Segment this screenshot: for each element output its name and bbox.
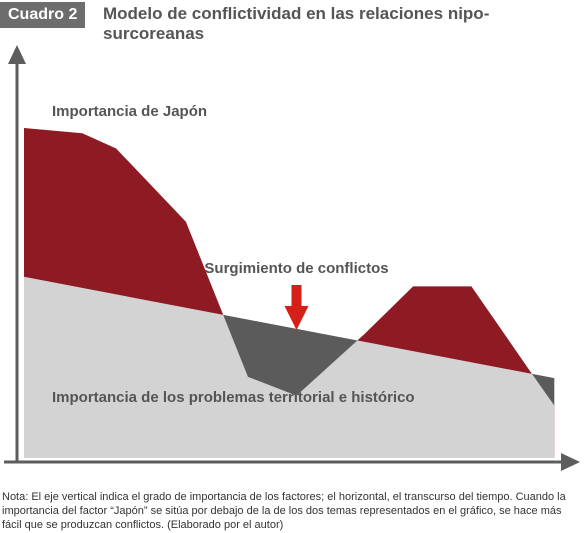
annotation-conflict-label: Surgimiento de conflictos bbox=[204, 260, 388, 277]
conflict-area bbox=[223, 314, 358, 396]
chart-note: Nota: El eje vertical indica el grado de… bbox=[2, 491, 566, 531]
y-axis-arrow bbox=[8, 45, 26, 64]
chart-svg: Importancia de Japón Importancia de los p… bbox=[4, 45, 580, 471]
conflict-arrow-icon bbox=[284, 285, 309, 330]
x-axis-arrow bbox=[561, 453, 580, 471]
conflict-area bbox=[531, 373, 555, 406]
chart-header: Cuadro 2 Modelo de conflictividad en las… bbox=[0, 0, 584, 50]
figure-number-badge: Cuadro 2 bbox=[0, 2, 86, 28]
chart-title: Modelo de conflictividad en las relacion… bbox=[103, 4, 490, 43]
series-label-japan: Importancia de Japón bbox=[52, 103, 207, 120]
series-label-problems: Importancia de los problemas territorial… bbox=[52, 389, 415, 406]
